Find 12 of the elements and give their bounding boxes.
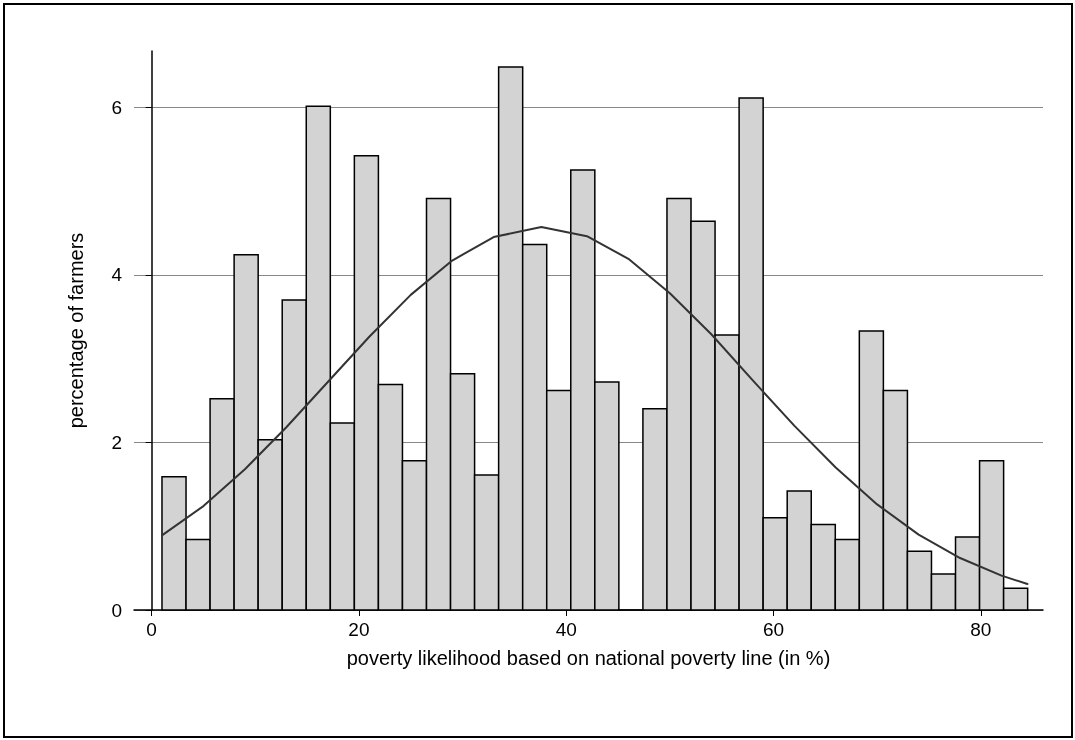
y-tick-label: 6 [111,96,122,118]
x-axis-title: poverty likelihood based on national poverty line (in %) [346,647,831,669]
x-tick-label: 60 [762,619,785,640]
x-tick-label: 80 [970,619,992,640]
y-axis-title: percentage of farmers [65,232,87,429]
y-tick-label: 2 [111,431,122,453]
y-tick-label: 0 [111,599,122,621]
x-tick-label: 0 [146,619,157,640]
x-tick-label: 20 [348,619,370,640]
x-tick-label: 40 [555,619,577,640]
line-series [160,226,1029,586]
y-tick-label: 4 [111,264,123,286]
